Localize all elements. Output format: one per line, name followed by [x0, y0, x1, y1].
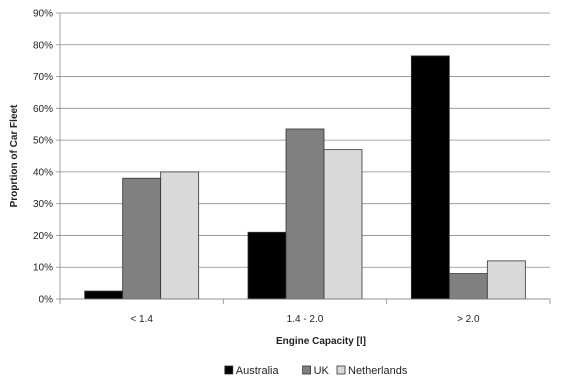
y-tick-label: 60% — [33, 104, 53, 115]
y-tick-label: 10% — [33, 263, 53, 274]
y-tick-label: 20% — [33, 231, 53, 242]
legend-label-uk: UK — [314, 365, 330, 377]
bars — [84, 55, 526, 300]
bar-australia — [84, 290, 124, 300]
x-axis-ticks: < 1.4 1.4 - 2.0 > 2.0 — [59, 299, 551, 325]
x-tick-label: 1.4 - 2.0 — [287, 314, 324, 325]
y-axis-title: Proprtion of Car Fleet — [9, 104, 20, 207]
y-tick-label: 90% — [33, 9, 53, 20]
y-tick-label: 0% — [39, 295, 54, 306]
bar-australia — [247, 231, 287, 300]
bar-netherlands — [160, 171, 200, 300]
x-tick-label: > 2.0 — [457, 314, 480, 325]
legend-label-netherlands: Netherlands — [348, 365, 408, 377]
y-tick-label: 40% — [33, 167, 53, 178]
bar-netherlands — [486, 260, 526, 300]
y-tick-label: 80% — [33, 40, 53, 51]
legend: Australia UK Netherlands — [224, 365, 408, 377]
y-tick-label: 50% — [33, 136, 53, 147]
bar-australia — [410, 55, 450, 300]
y-tick-label: 70% — [33, 72, 53, 83]
legend-swatch-uk — [302, 365, 312, 375]
legend-label-australia: Australia — [236, 365, 280, 377]
axes — [59, 13, 550, 300]
legend-swatch-netherlands — [336, 365, 346, 375]
y-axis-ticks: 0% 10% 20% 30% 40% 50% 60% 70% 80% 90% — [33, 9, 60, 306]
x-tick-label: < 1.4 — [130, 314, 153, 325]
bar-uk — [448, 273, 488, 300]
x-axis-title: Engine Capacity [l] — [276, 336, 366, 347]
bar-netherlands — [323, 149, 363, 300]
bar-uk — [285, 128, 325, 300]
y-tick-label: 30% — [33, 199, 53, 210]
bar-uk — [122, 177, 162, 300]
legend-swatch-australia — [224, 365, 234, 375]
